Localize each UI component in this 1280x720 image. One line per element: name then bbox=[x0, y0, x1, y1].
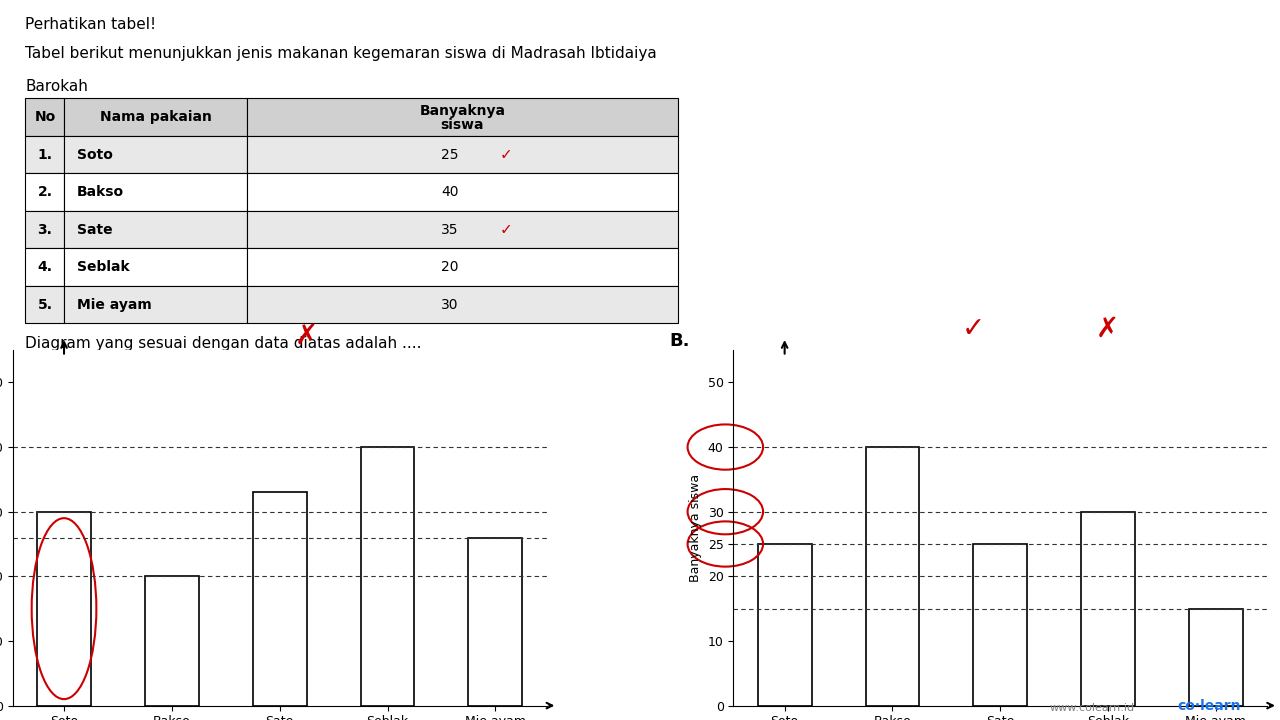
Text: 3.: 3. bbox=[37, 222, 52, 237]
FancyBboxPatch shape bbox=[26, 248, 64, 286]
Text: ✓: ✓ bbox=[963, 315, 986, 343]
Y-axis label: Banyaknya siswa: Banyaknya siswa bbox=[689, 474, 703, 582]
FancyBboxPatch shape bbox=[26, 99, 64, 136]
Bar bbox=[1082, 512, 1135, 706]
Text: Sate: Sate bbox=[77, 222, 113, 237]
Text: Barokah: Barokah bbox=[26, 79, 88, 94]
Text: 2.: 2. bbox=[37, 185, 52, 199]
FancyBboxPatch shape bbox=[247, 174, 677, 211]
FancyBboxPatch shape bbox=[26, 174, 64, 211]
Text: Diagram yang sesuai dengan data diatas adalah ....: Diagram yang sesuai dengan data diatas a… bbox=[26, 336, 422, 351]
Text: 1.: 1. bbox=[37, 148, 52, 162]
FancyBboxPatch shape bbox=[26, 211, 64, 248]
FancyBboxPatch shape bbox=[64, 174, 247, 211]
FancyBboxPatch shape bbox=[247, 248, 677, 286]
FancyBboxPatch shape bbox=[247, 211, 677, 248]
Text: 35: 35 bbox=[442, 222, 458, 237]
Text: 25: 25 bbox=[442, 148, 458, 162]
FancyBboxPatch shape bbox=[26, 286, 64, 323]
FancyBboxPatch shape bbox=[64, 136, 247, 174]
Bar bbox=[865, 447, 919, 706]
Text: 4.: 4. bbox=[37, 260, 52, 274]
Text: No: No bbox=[35, 110, 55, 124]
Bar bbox=[1189, 608, 1243, 706]
Text: 40: 40 bbox=[442, 185, 458, 199]
Text: Seblak: Seblak bbox=[77, 260, 129, 274]
FancyBboxPatch shape bbox=[247, 99, 677, 136]
Text: ✗: ✗ bbox=[294, 322, 317, 350]
Bar bbox=[252, 492, 307, 706]
Bar bbox=[145, 576, 198, 706]
FancyBboxPatch shape bbox=[247, 286, 677, 323]
FancyBboxPatch shape bbox=[64, 211, 247, 248]
Bar bbox=[973, 544, 1028, 706]
Text: ✓: ✓ bbox=[500, 222, 513, 237]
Text: 20: 20 bbox=[442, 260, 458, 274]
Text: Bakso: Bakso bbox=[77, 185, 124, 199]
Text: Tabel berikut menunjukkan jenis makanan kegemaran siswa di Madrasah Ibtidaiya: Tabel berikut menunjukkan jenis makanan … bbox=[26, 46, 657, 61]
FancyBboxPatch shape bbox=[26, 136, 64, 174]
FancyBboxPatch shape bbox=[64, 248, 247, 286]
Text: co·learn: co·learn bbox=[1178, 699, 1242, 713]
Text: ✓: ✓ bbox=[500, 147, 513, 162]
FancyBboxPatch shape bbox=[247, 136, 677, 174]
Text: Mie ayam: Mie ayam bbox=[77, 297, 152, 312]
Text: Nama pakaian: Nama pakaian bbox=[100, 110, 211, 124]
Bar bbox=[758, 544, 812, 706]
Text: Soto: Soto bbox=[77, 148, 113, 162]
Text: siswa: siswa bbox=[440, 118, 484, 132]
Bar bbox=[37, 512, 91, 706]
Bar bbox=[468, 538, 522, 706]
Text: Perhatikan tabel!: Perhatikan tabel! bbox=[26, 17, 156, 32]
Text: Banyaknya: Banyaknya bbox=[420, 104, 506, 117]
Text: 5.: 5. bbox=[37, 297, 52, 312]
Text: ✗: ✗ bbox=[1096, 315, 1119, 343]
Text: B.: B. bbox=[669, 333, 690, 351]
FancyBboxPatch shape bbox=[64, 286, 247, 323]
FancyBboxPatch shape bbox=[64, 99, 247, 136]
Text: www.colearn.id: www.colearn.id bbox=[1050, 703, 1135, 713]
Bar bbox=[361, 447, 415, 706]
Text: 30: 30 bbox=[442, 297, 458, 312]
